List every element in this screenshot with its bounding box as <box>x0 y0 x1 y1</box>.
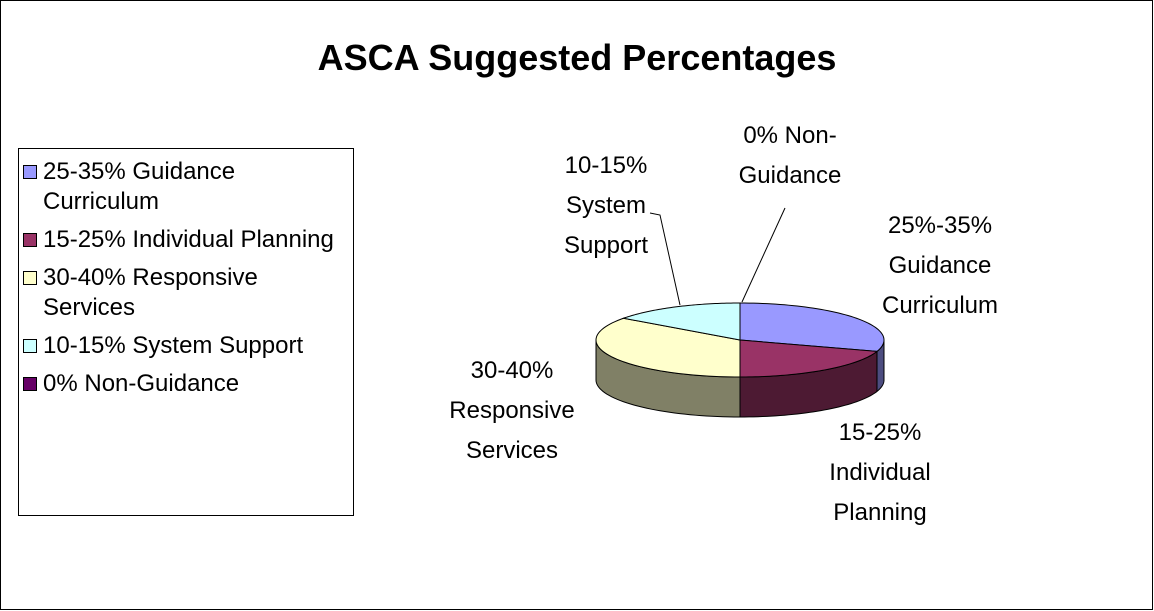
legend-swatch <box>23 233 37 247</box>
slice-label: 25%-35% Guidance Curriculum <box>882 212 998 319</box>
slice-label: 10-15% System Support <box>564 152 648 259</box>
legend-label: 15-25% Individual Planning <box>43 226 334 253</box>
legend-entry: 15-25% Individual Planning <box>23 225 348 255</box>
legend-entry: 0% Non-Guidance <box>23 369 348 399</box>
legend-swatch <box>23 377 37 391</box>
slice-label-line: 30-40% <box>471 357 554 384</box>
legend-swatch <box>23 165 37 179</box>
legend-swatch <box>23 339 37 353</box>
chart-title: ASCA Suggested Percentages <box>318 37 837 78</box>
legend-entry: 25-35% Guidance Curriculum <box>23 157 348 217</box>
slice-top <box>621 302 741 341</box>
legend-label: 0% Non-Guidance <box>43 370 240 397</box>
slice-label-line: Planning <box>833 499 926 526</box>
legend: 25-35% Guidance Curriculum 15-25% Individ… <box>18 148 354 516</box>
legend-entry: 30-40% Responsive Services <box>23 263 348 323</box>
slice-label-line: Responsive <box>449 397 574 424</box>
legend-label: 25-35% Guidance Curriculum <box>43 158 236 215</box>
slice-label-line: Guidance <box>889 252 992 279</box>
slice-label: 15-25% Individual Planning <box>829 419 930 526</box>
slice-label-line: 25%-35% <box>888 212 992 239</box>
slice-top <box>739 302 885 352</box>
slice-label-line: Curriculum <box>882 292 998 319</box>
legend-label: 30-40% Responsive Services <box>43 264 258 321</box>
slice-top <box>595 317 741 378</box>
leader-line <box>741 207 786 303</box>
slice-label-line: Guidance <box>739 162 842 189</box>
slice-label-line: System <box>566 192 646 219</box>
slice <box>739 339 879 418</box>
slice-label-line: Support <box>564 232 648 259</box>
slice-label-line: 0% Non- <box>743 122 836 149</box>
legend-entry: 10-15% System Support <box>23 331 348 361</box>
slice-label: 30-40% Responsive Services <box>449 357 574 464</box>
slice <box>739 302 885 393</box>
legend-label: 10-15% System Support <box>43 332 304 359</box>
slice <box>595 317 741 418</box>
legend-swatch <box>23 271 37 285</box>
slice-label-line: Services <box>466 437 558 464</box>
slice-top <box>739 339 879 378</box>
slice <box>621 302 741 341</box>
leader-line <box>649 212 681 306</box>
slice-label-line: 15-25% <box>839 419 922 446</box>
slice-label: 0% Non- Guidance <box>739 122 842 189</box>
slice-label-line: Individual <box>829 459 930 486</box>
slice-label-line: 10-15% <box>565 152 648 179</box>
